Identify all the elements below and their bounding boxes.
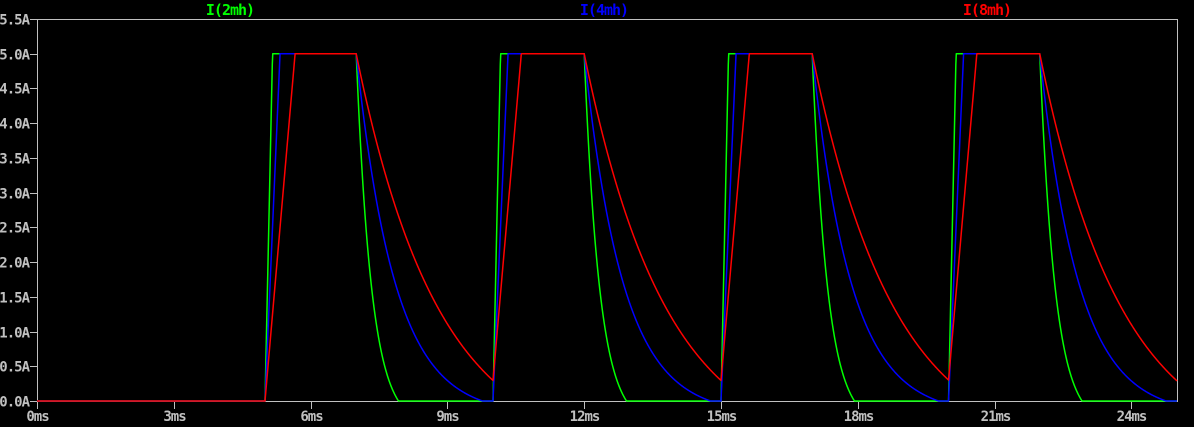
x-tick-label: 12ms [570,409,600,425]
y-tick-label: 5.0A [0,48,31,64]
x-tick-label: 18ms [844,409,874,425]
trace-i-8mh [36,52,1178,402]
y-tick-label: 0.5A [0,360,31,376]
y-tick-label: 2.0A [0,256,31,272]
y-tick-label: 0.0A [0,395,31,411]
legend-trace-i-8mh[interactable]: I(8mh) [962,1,1012,19]
legend-trace-i-2mh[interactable]: I(2mh) [205,1,255,19]
x-tick-label: 24ms [1117,409,1147,425]
plot-border [37,19,1178,402]
x-tick-label: 9ms [436,409,459,425]
y-tick-label: 4.0A [0,117,31,133]
legend-trace-i-4mh[interactable]: I(4mh) [579,1,629,19]
x-tick-label: 0ms [26,409,49,425]
y-tick-label: 1.5A [0,291,31,307]
x-tick-label: 15ms [707,409,737,425]
y-tick-label: 5.5A [0,13,31,29]
x-tick-label: 21ms [981,409,1011,425]
y-tick-label: 4.5A [0,82,31,98]
y-tick-label: 3.0A [0,187,31,203]
axes-group [30,19,1178,409]
x-tick-label: 6ms [300,409,323,425]
trace-i-4mh [36,52,1178,402]
y-tick-label: 3.5A [0,152,31,168]
trace-i-2mh [36,52,1178,402]
x-tick-label: 3ms [163,409,186,425]
y-tick-label: 2.5A [0,221,31,237]
y-tick-label: 1.0A [0,326,31,342]
